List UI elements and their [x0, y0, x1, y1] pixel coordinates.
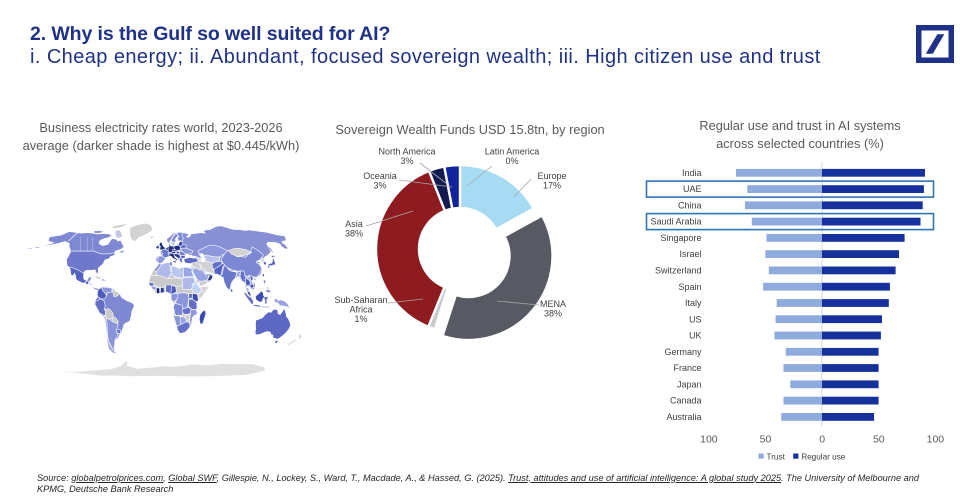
svg-text:Canada: Canada — [670, 396, 702, 406]
svg-text:Africa: Africa — [349, 305, 372, 315]
svg-text:MENA: MENA — [540, 299, 566, 309]
svg-text:100: 100 — [927, 434, 945, 446]
svg-text:100: 100 — [700, 434, 718, 446]
svg-text:India: India — [682, 168, 702, 178]
svg-text:Spain: Spain — [678, 282, 701, 292]
svg-text:Asia: Asia — [345, 219, 363, 229]
svg-text:Regular use: Regular use — [801, 453, 846, 462]
svg-text:Italy: Italy — [685, 298, 702, 308]
svg-text:3%: 3% — [373, 181, 386, 191]
svg-text:France: France — [673, 363, 701, 373]
svg-text:38%: 38% — [345, 229, 363, 239]
svg-text:UK: UK — [689, 331, 702, 341]
svg-text:Israel: Israel — [679, 249, 701, 259]
svg-text:UAE: UAE — [683, 184, 702, 194]
svg-text:Japan: Japan — [677, 379, 702, 389]
svg-text:Singapore: Singapore — [660, 233, 701, 243]
svg-text:38%: 38% — [544, 309, 562, 319]
svg-text:Australia: Australia — [666, 412, 701, 422]
svg-text:Switzerland: Switzerland — [655, 266, 702, 276]
svg-text:Trust: Trust — [767, 453, 786, 462]
svg-text:3%: 3% — [400, 156, 413, 166]
svg-text:Europe: Europe — [537, 171, 566, 181]
svg-text:China: China — [678, 200, 702, 210]
svg-text:Sub-Saharan: Sub-Saharan — [334, 295, 387, 305]
svg-text:Latin America: Latin America — [485, 147, 540, 157]
svg-text:Saudi Arabia: Saudi Arabia — [650, 217, 701, 227]
svg-text:17%: 17% — [543, 181, 561, 191]
svg-text:Oceania: Oceania — [363, 171, 397, 181]
svg-text:1%: 1% — [354, 314, 367, 324]
svg-text:North America: North America — [378, 147, 435, 157]
svg-text:0%: 0% — [505, 156, 518, 166]
svg-text:50: 50 — [873, 434, 885, 446]
svg-text:Germany: Germany — [664, 347, 702, 357]
svg-text:0: 0 — [819, 434, 825, 446]
svg-text:50: 50 — [760, 434, 772, 446]
svg-text:US: US — [689, 314, 702, 324]
